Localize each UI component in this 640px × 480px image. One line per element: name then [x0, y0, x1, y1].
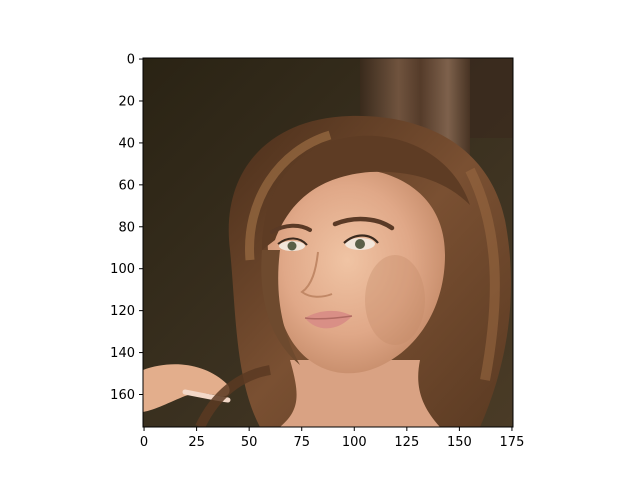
y-tick-label: 40	[118, 136, 135, 151]
y-tick-label: 120	[110, 304, 135, 319]
x-tick-label: 125	[394, 435, 419, 450]
x-tick-label: 100	[342, 435, 367, 450]
y-tick-label: 160	[110, 388, 135, 403]
y-tick-label: 60	[118, 178, 135, 193]
y-tick-label: 100	[110, 262, 135, 277]
x-tick-label: 25	[188, 435, 205, 450]
x-tick-label: 75	[293, 435, 310, 450]
y-tick-label: 20	[118, 94, 135, 109]
x-tick-label: 0	[140, 435, 148, 450]
y-tick-label: 0	[127, 53, 135, 68]
y-axis: 0 20 40 60 80 100 120 140 160	[110, 53, 143, 403]
x-tick-label: 50	[241, 435, 258, 450]
x-axis: 0 25 50 75 100 125 150 175	[140, 427, 524, 450]
x-tick-label: 150	[447, 435, 472, 450]
axes-frame	[142, 57, 514, 428]
portrait-image	[143, 58, 513, 427]
x-tick-label: 175	[500, 435, 525, 450]
y-tick-label: 140	[110, 346, 135, 361]
y-tick-label: 80	[118, 220, 135, 235]
